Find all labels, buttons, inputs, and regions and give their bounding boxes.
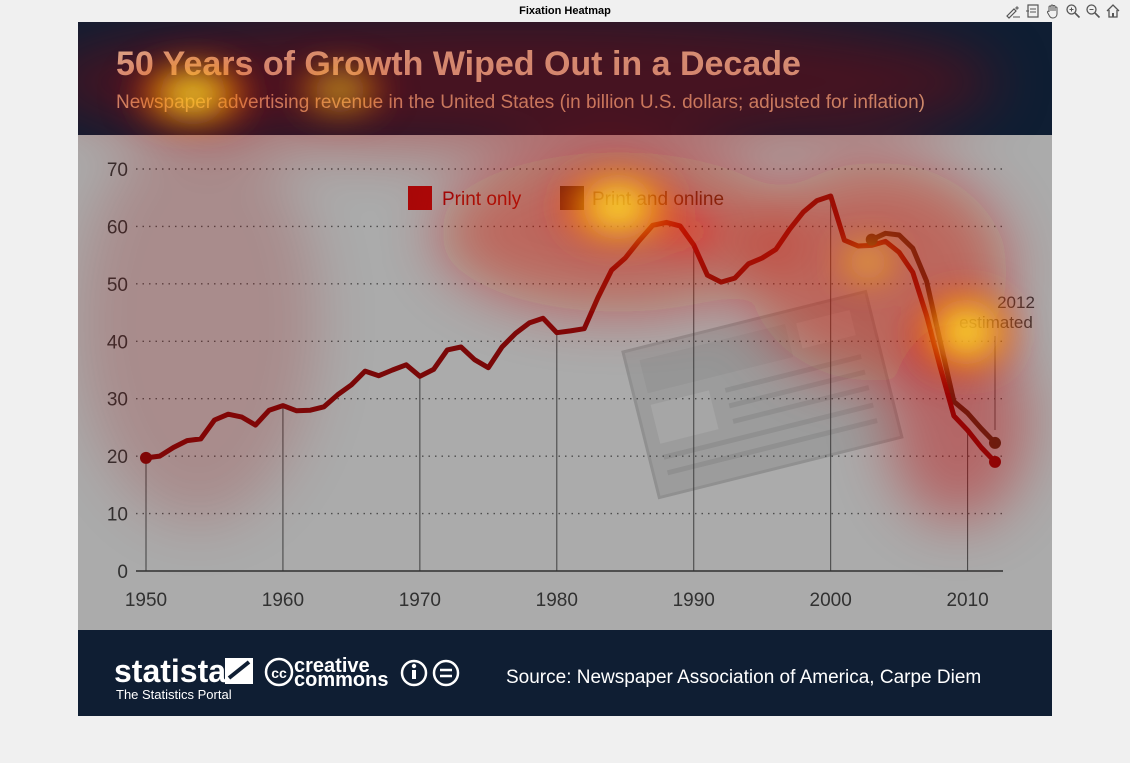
- x-tick-label: 1960: [262, 590, 304, 611]
- x-tick-label: 2010: [946, 590, 988, 611]
- no-derivatives-icon: [432, 659, 460, 687]
- data-cursor-icon[interactable]: [1024, 2, 1042, 20]
- zoom-in-icon[interactable]: [1064, 2, 1082, 20]
- legend-swatch-print-only: [408, 186, 432, 210]
- pan-hand-icon[interactable]: [1044, 2, 1062, 20]
- source-text: Source: Newspaper Association of America…: [506, 667, 981, 688]
- brand-logo: statista: [114, 653, 226, 689]
- home-icon[interactable]: [1104, 2, 1122, 20]
- x-tick-label: 1980: [536, 590, 578, 611]
- figure-toolbar: [1004, 2, 1122, 22]
- figure-title: Fixation Heatmap: [519, 5, 611, 17]
- x-tick-label: 1950: [125, 590, 167, 611]
- brand-logo-mark-slash: [227, 660, 251, 680]
- license-text-bottom: commons: [294, 669, 388, 691]
- x-tick-label: 1970: [399, 590, 441, 611]
- x-tick-label: 2000: [810, 590, 852, 611]
- fixation-heatmap-overlay: [78, 22, 1052, 630]
- license-text-top: creative: [294, 655, 370, 677]
- brand-tagline: The Statistics Portal: [116, 687, 232, 702]
- y-tick-label: 0: [117, 562, 128, 583]
- cc-icon: cc: [264, 657, 294, 687]
- x-tick-label: 1990: [673, 590, 715, 611]
- zoom-out-icon[interactable]: [1084, 2, 1102, 20]
- y-tick-label: 10: [107, 505, 128, 526]
- svg-text:cc: cc: [271, 665, 287, 681]
- heatmap-canvas: 0 10 20 30 40 50 60 70 1950 1960 1970 1980 1990 2000…: [78, 22, 1052, 716]
- attribution-icon: [400, 659, 428, 687]
- x-axis-ticks: 1950 1960 1970 1980 1990 2000 2010: [125, 590, 989, 611]
- brush-icon[interactable]: [1004, 2, 1022, 20]
